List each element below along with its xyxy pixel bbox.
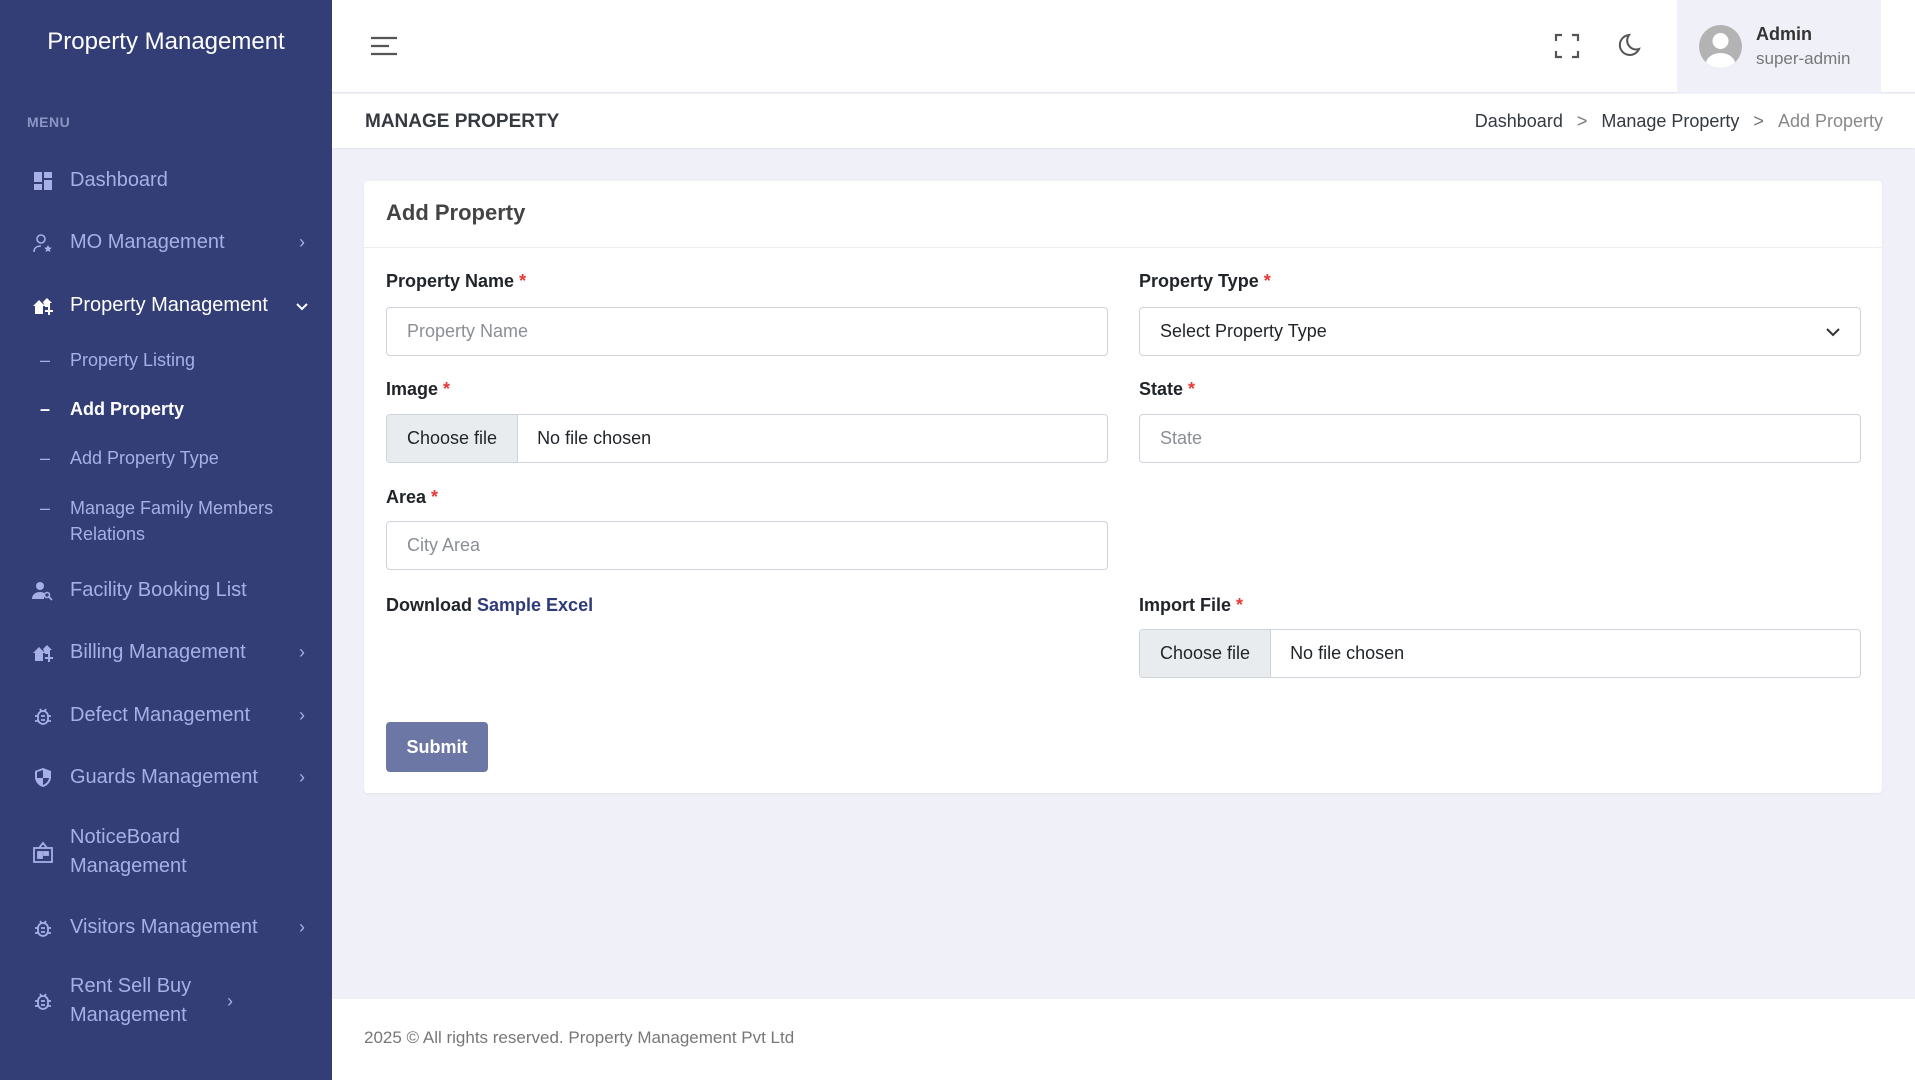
add-property-card: Add Property Property Name * Property Ty…	[364, 181, 1882, 793]
image-label: Image *	[386, 379, 451, 399]
dash-marker: –	[40, 498, 51, 518]
chevron-right-icon: ›	[299, 232, 305, 252]
chevron-right-icon: ›	[299, 767, 305, 787]
file-status: No file chosen	[537, 428, 652, 448]
sidebar-item-label: Dashboard	[70, 169, 168, 191]
page-title-bar: MANAGE PROPERTY Dashboard > Manage Prope…	[332, 94, 1915, 148]
chevron-right-icon: ›	[299, 917, 305, 937]
sidebar-item-mo-management[interactable]: MO Management ›	[32, 228, 312, 257]
sidebar-item-noticeboard-management[interactable]: NoticeBoard Management	[32, 823, 312, 881]
avatar	[1699, 25, 1742, 68]
chevron-right-icon: ›	[299, 642, 305, 662]
import-file-input[interactable]: Choose file No file chosen	[1139, 629, 1861, 678]
import-file-label: Import File *	[1139, 595, 1244, 615]
sidebar-item-property-management[interactable]: Property Management	[32, 291, 312, 320]
state-label: State *	[1139, 379, 1196, 399]
sidebar-subitem-property-listing[interactable]: – Property Listing	[40, 347, 195, 373]
bug-icon	[32, 917, 54, 939]
sidebar-item-defect-management[interactable]: Defect Management ›	[32, 701, 312, 730]
dash-marker: –	[40, 350, 51, 370]
area-input[interactable]	[386, 521, 1108, 570]
noticeboard-icon	[32, 841, 54, 863]
chevron-down-icon	[292, 295, 312, 316]
footer-text: 2025 © All rights reserved. Property Man…	[364, 1028, 795, 1047]
property-name-label: Property Name *	[386, 271, 527, 291]
download-sample: Download Sample Excel	[386, 595, 594, 615]
chevron-right-icon: ›	[227, 990, 233, 1011]
chevron-right-icon: ›	[299, 705, 305, 725]
state-input[interactable]	[1139, 414, 1861, 463]
subitem-label: Add Property Type	[70, 448, 219, 468]
sidebar-item-label: Rent Sell Buy Management	[70, 975, 192, 1026]
sidebar-item-label: Property Management	[70, 294, 268, 316]
sidebar-item-label: NoticeBoard Management	[70, 826, 187, 877]
breadcrumb-current: Add Property	[1777, 111, 1883, 131]
image-file-input[interactable]: Choose file No file chosen	[386, 414, 1108, 463]
sidebar-item-label: MO Management	[70, 231, 225, 253]
dashboard-icon	[32, 170, 54, 192]
menu-toggle-icon[interactable]	[370, 36, 398, 61]
breadcrumb-separator: >	[1753, 111, 1764, 131]
houses-add-icon	[32, 642, 54, 664]
area-label: Area *	[386, 487, 439, 507]
sample-excel-link[interactable]: Sample Excel	[477, 595, 594, 615]
breadcrumb-manage-property[interactable]: Manage Property	[1601, 111, 1740, 131]
breadcrumb-dashboard[interactable]: Dashboard	[1474, 111, 1563, 131]
sidebar-subitem-add-property[interactable]: – Add Property	[40, 396, 184, 422]
subitem-label: Add Property	[70, 399, 185, 419]
property-type-label: Property Type *	[1139, 271, 1271, 291]
sidebar-item-label: Billing Management	[70, 641, 246, 663]
sidebar-item-label: Defect Management	[70, 704, 251, 726]
user-star-icon	[32, 232, 54, 254]
breadcrumb-separator: >	[1576, 111, 1588, 131]
top-header: Admin super-admin	[332, 0, 1915, 93]
dark-mode-moon-icon[interactable]	[1615, 33, 1641, 64]
user-search-icon	[32, 580, 54, 602]
subitem-label: Property Listing	[70, 350, 196, 370]
file-status: No file chosen	[1290, 643, 1405, 663]
menu-title: MENU	[27, 114, 71, 130]
sidebar-item-visitors-management[interactable]: Visitors Management ›	[32, 913, 312, 942]
houses-add-icon	[32, 295, 54, 317]
choose-file-button[interactable]: Choose file	[387, 415, 519, 462]
dash-marker: –	[40, 448, 51, 468]
selected-value: Select Property Type	[1160, 321, 1327, 341]
sidebar-item-rent-sell-buy[interactable]: Rent Sell Buy Management ›	[32, 972, 312, 1030]
fullscreen-icon[interactable]	[1554, 33, 1580, 64]
sidebar-subitem-add-property-type[interactable]: – Add Property Type	[40, 445, 219, 471]
footer: 2025 © All rights reserved. Property Man…	[332, 999, 1915, 1080]
bug-icon	[32, 705, 54, 727]
user-menu[interactable]: Admin super-admin	[1677, 0, 1881, 93]
choose-file-button[interactable]: Choose file	[1140, 630, 1272, 677]
bug-icon	[32, 990, 54, 1012]
sidebar-item-billing-management[interactable]: Billing Management ›	[32, 638, 312, 667]
sidebar-item-guards-management[interactable]: Guards Management ›	[32, 763, 312, 792]
submit-button[interactable]: Submit	[386, 722, 488, 772]
sidebar: Property Management MENU Dashboard MO Ma…	[0, 0, 332, 1080]
brand-logo[interactable]: Property Management	[47, 28, 285, 55]
card-title: Add Property	[364, 181, 1882, 248]
property-type-select[interactable]: Select Property Type	[1139, 307, 1861, 356]
sidebar-item-facility-booking[interactable]: Facility Booking List	[32, 576, 312, 605]
shield-icon	[32, 767, 54, 789]
property-name-input[interactable]	[386, 307, 1108, 356]
user-name: Admin	[1756, 24, 1812, 44]
breadcrumb: Dashboard > Manage Property > Add Proper…	[1475, 111, 1883, 132]
subitem-label: Manage Family Members Relations	[70, 498, 274, 544]
user-role: super-admin	[1756, 49, 1851, 68]
sidebar-item-label: Visitors Management	[70, 916, 258, 938]
page-title: MANAGE PROPERTY	[365, 111, 560, 132]
dash-marker: –	[40, 399, 51, 419]
sidebar-item-dashboard[interactable]: Dashboard	[32, 166, 312, 195]
sidebar-item-label: Facility Booking List	[70, 579, 247, 601]
sidebar-subitem-family-relations[interactable]: – Manage Family Members Relations	[40, 495, 300, 547]
chevron-down-icon	[1826, 321, 1840, 342]
sidebar-item-label: Guards Management	[70, 766, 258, 788]
